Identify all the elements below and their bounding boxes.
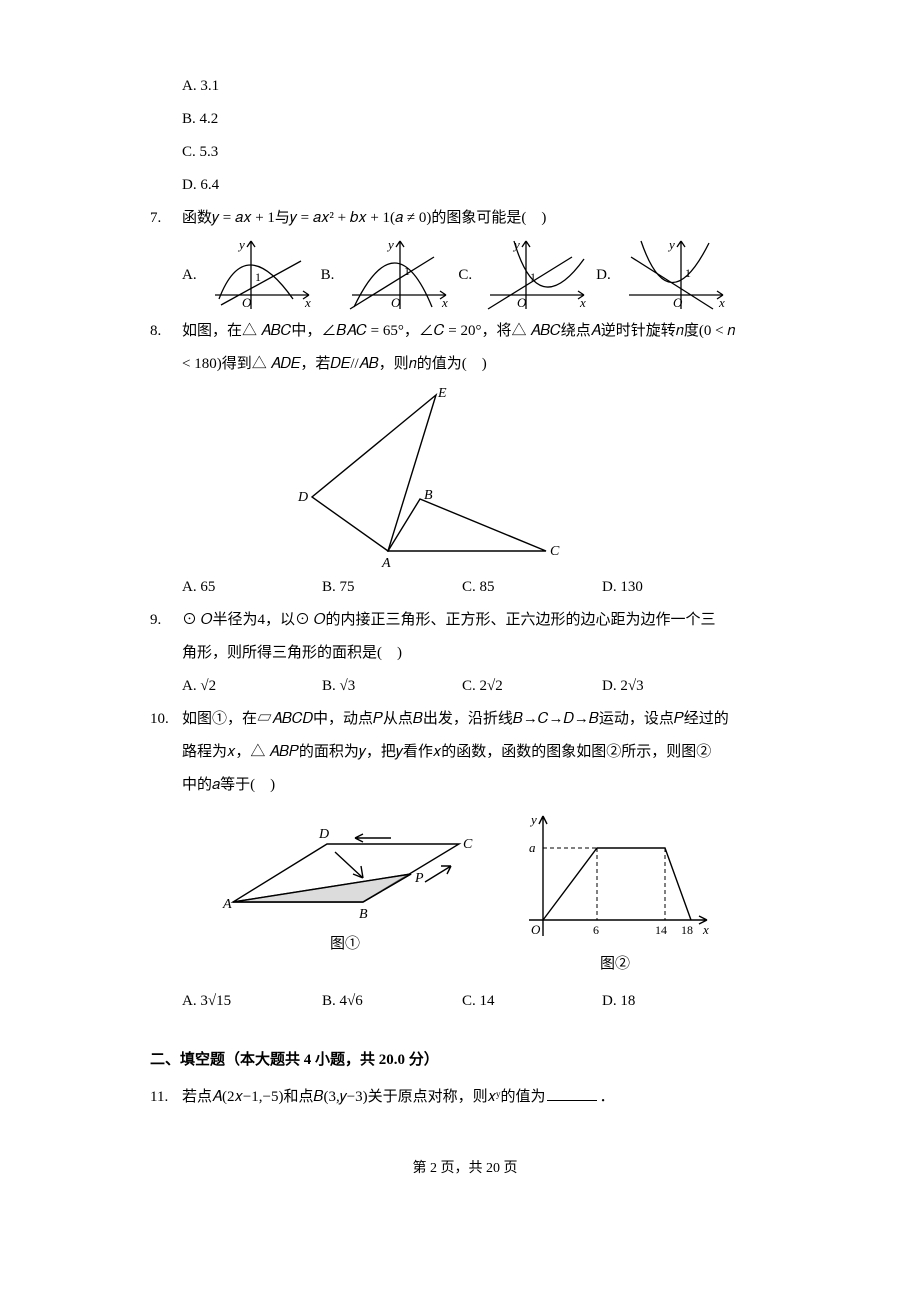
page-footer: 第 2 页，共 20 页 xyxy=(150,1154,780,1185)
svg-text:x: x xyxy=(718,295,725,310)
svg-text:O: O xyxy=(531,922,541,937)
q6-option-c[interactable]: C. 5.3 xyxy=(182,136,780,169)
svg-text:O: O xyxy=(242,295,252,310)
q7-option-b-label[interactable]: B. xyxy=(321,259,335,292)
q10-caption-2: 图② xyxy=(515,948,715,981)
svg-text:6: 6 xyxy=(593,923,599,937)
svg-text:y: y xyxy=(512,237,520,252)
q10-option-d[interactable]: D. 18 xyxy=(602,985,742,1018)
q11-stem-pre: 若点𝐴(2𝑥−1,−5)和点𝐵(3,𝑦−3)关于原点对称，则𝑥ʸ的值为 xyxy=(182,1089,545,1105)
svg-text:O: O xyxy=(517,295,527,310)
q6-option-a[interactable]: A. 3.1 xyxy=(182,70,780,103)
q7-graph-c: x y O 1 xyxy=(480,235,590,315)
svg-text:x: x xyxy=(441,295,448,310)
q11-stem-post: ． xyxy=(599,1089,614,1105)
svg-text:D: D xyxy=(297,490,308,505)
svg-text:E: E xyxy=(437,386,447,401)
svg-text:y: y xyxy=(529,812,537,827)
q11-blank[interactable] xyxy=(547,1085,597,1101)
q8-stem-line1: 如图，在△ 𝐴𝐵𝐶中，∠𝐵𝐴𝐶 = 65°，∠𝐶 = 20°，将△ 𝐴𝐵𝐶绕点𝐴… xyxy=(182,315,780,348)
q8-option-c[interactable]: C. 85 xyxy=(462,571,602,604)
svg-text:1: 1 xyxy=(404,264,410,278)
svg-text:O: O xyxy=(673,295,683,310)
q9-stem-line1: ⊙ 𝑂半径为4，以⊙ 𝑂的内接正三角形、正方形、正六边形的边心距为边作一个三 xyxy=(182,604,780,637)
q7-options: A. x y O 1 B. x y O 1 xyxy=(182,235,780,315)
q9-option-b[interactable]: B. √3 xyxy=(322,670,462,703)
q8-option-b[interactable]: B. 75 xyxy=(322,571,462,604)
q10-stem-line1: 如图①，在▱𝐴𝐵𝐶𝐷中，动点𝑃从点𝐵出发，沿折线𝐵→𝐶→𝐷→𝐵运动，设点𝑃经过的 xyxy=(182,703,780,736)
section-2-title: 二、填空题（本大题共 4 小题，共 20.0 分） xyxy=(150,1044,780,1077)
svg-text:y: y xyxy=(237,237,245,252)
q9-options: A. √2 B. √3 C. 2√2 D. 2√3 xyxy=(182,670,780,703)
svg-text:P: P xyxy=(414,871,424,886)
svg-text:D: D xyxy=(318,827,329,842)
q8-number: 8. xyxy=(150,315,182,348)
svg-text:1: 1 xyxy=(255,270,261,284)
svg-text:O: O xyxy=(391,295,401,310)
q10-figure-1: A B C D P xyxy=(215,808,475,928)
svg-text:x: x xyxy=(702,922,709,937)
svg-text:C: C xyxy=(463,837,473,852)
q6-option-d[interactable]: D. 6.4 xyxy=(182,169,780,202)
q10-caption-1: 图① xyxy=(215,928,475,961)
svg-text:A: A xyxy=(222,897,232,912)
q9-option-c[interactable]: C. 2√2 xyxy=(462,670,602,703)
q8-option-a[interactable]: A. 65 xyxy=(182,571,322,604)
svg-text:18: 18 xyxy=(681,923,693,937)
q10-option-c[interactable]: C. 14 xyxy=(462,985,602,1018)
q7-option-d-label[interactable]: D. xyxy=(596,259,611,292)
svg-text:a: a xyxy=(529,840,536,855)
svg-text:y: y xyxy=(667,237,675,252)
q10-stem-line3: 中的𝑎等于( ) xyxy=(182,769,780,802)
q7-option-c-label[interactable]: C. xyxy=(458,259,472,292)
q10-option-a[interactable]: A. 3√15 xyxy=(182,985,322,1018)
svg-text:C: C xyxy=(550,544,560,559)
q11-stem: 若点𝐴(2𝑥−1,−5)和点𝐵(3,𝑦−3)关于原点对称，则𝑥ʸ的值为 ． xyxy=(182,1081,780,1114)
q10-number: 10. xyxy=(150,703,182,736)
q8-figure: A B C D E xyxy=(270,381,570,571)
svg-text:1: 1 xyxy=(530,270,536,284)
svg-text:y: y xyxy=(386,237,394,252)
svg-text:B: B xyxy=(424,488,433,503)
q8-option-d[interactable]: D. 130 xyxy=(602,571,742,604)
q9-stem-line2: 角形，则所得三角形的面积是( ) xyxy=(182,637,780,670)
svg-text:x: x xyxy=(304,295,311,310)
q10-options: A. 3√15 B. 4√6 C. 14 D. 18 xyxy=(182,985,780,1018)
svg-text:A: A xyxy=(381,556,391,571)
q8-stem-line2: < 180)得到△ 𝐴𝐷𝐸，若𝐷𝐸//𝐴𝐵，则𝑛的值为( ) xyxy=(182,348,780,381)
q7-stem: 函数𝑦 = 𝑎𝑥 + 1与𝑦 = 𝑎𝑥² + 𝑏𝑥 + 1(𝑎 ≠ 0)的图象可… xyxy=(182,202,780,235)
q9-option-a[interactable]: A. √2 xyxy=(182,670,322,703)
q10-stem-line2: 路程为𝑥，△ 𝐴𝐵𝑃的面积为𝑦，把𝑦看作𝑥的函数，函数的图象如图②所示，则图② xyxy=(182,736,780,769)
svg-text:1: 1 xyxy=(685,266,691,280)
q7-graph-d: x y O 1 xyxy=(619,235,729,315)
q10-figure-2: O y x a 6 14 18 xyxy=(515,808,715,948)
q10-option-b[interactable]: B. 4√6 xyxy=(322,985,462,1018)
q7-number: 7. xyxy=(150,202,182,235)
q9-option-d[interactable]: D. 2√3 xyxy=(602,670,742,703)
q11-number: 11. xyxy=(150,1081,182,1114)
svg-text:B: B xyxy=(359,907,368,922)
q8-options: A. 65 B. 75 C. 85 D. 130 xyxy=(182,571,780,604)
q6-option-b[interactable]: B. 4.2 xyxy=(182,103,780,136)
q7-option-a-label[interactable]: A. xyxy=(182,259,197,292)
q7-graph-a: x y O 1 xyxy=(205,235,315,315)
svg-text:x: x xyxy=(579,295,586,310)
q7-graph-b: x y O 1 xyxy=(342,235,452,315)
svg-text:14: 14 xyxy=(655,923,667,937)
q9-number: 9. xyxy=(150,604,182,637)
